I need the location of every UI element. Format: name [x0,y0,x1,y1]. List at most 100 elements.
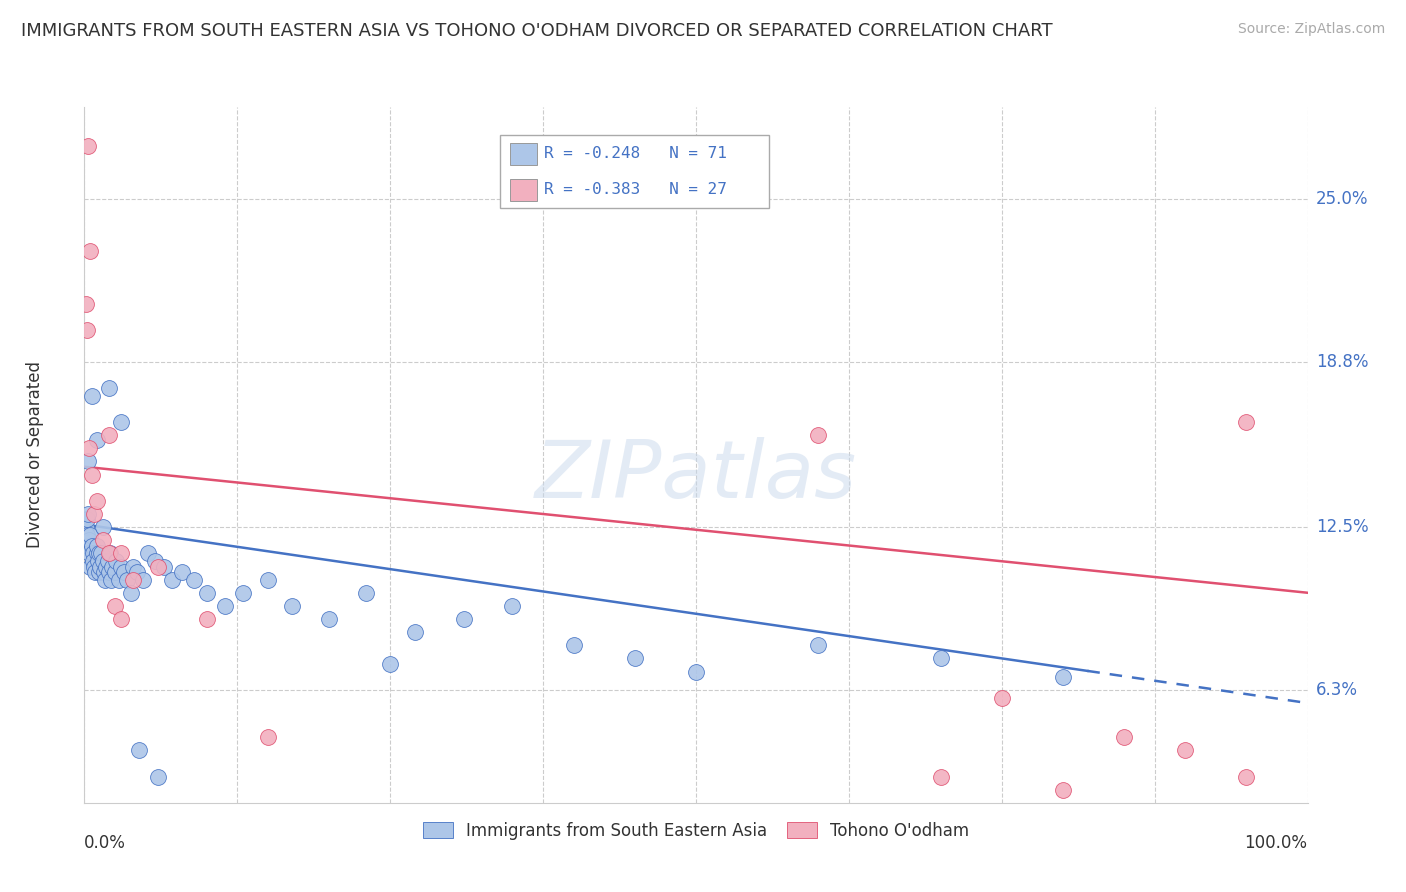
Point [79,528,101,542]
Point [929,770,952,784]
Point [991,690,1014,705]
Point [76,512,98,526]
Point [77,539,100,553]
Point [122,573,145,587]
Text: 12.5%: 12.5% [1316,518,1368,536]
Point [257,573,280,587]
Point [89,559,111,574]
Point [80,539,103,553]
Point [105,554,128,568]
Point [82,554,104,568]
Point [101,559,124,574]
Point [91,554,114,568]
Point [195,612,218,626]
Point [146,770,169,784]
Point [807,428,830,442]
Point [86,539,108,553]
Point [807,638,830,652]
Point [562,638,585,652]
Point [125,565,148,579]
Point [87,546,110,560]
Point [83,507,105,521]
FancyBboxPatch shape [501,135,769,208]
Point [87,554,110,568]
Point [77,442,100,456]
Point [183,573,205,587]
Point [146,559,169,574]
Point [122,559,145,574]
Point [1174,743,1197,757]
Point [77,507,100,521]
Point [94,573,117,587]
Point [115,573,138,587]
Point [110,546,132,560]
Point [128,743,150,757]
Text: 6.3%: 6.3% [1316,681,1358,699]
Point [97,428,120,442]
Point [624,651,647,665]
Point [318,612,340,626]
Point [1236,415,1258,429]
Point [86,494,108,508]
Point [404,625,426,640]
Point [1236,770,1258,784]
Point [172,565,194,579]
Point [91,533,114,548]
Point [98,546,121,560]
Point [86,434,108,448]
Point [91,520,114,534]
Point [143,554,166,568]
Point [1052,670,1074,684]
Text: IMMIGRANTS FROM SOUTH EASTERN ASIA VS TOHONO O'ODHAM DIVORCED OR SEPARATED CORRE: IMMIGRANTS FROM SOUTH EASTERN ASIA VS TO… [21,22,1053,40]
Text: Source: ZipAtlas.com: Source: ZipAtlas.com [1237,22,1385,37]
Point [77,139,100,153]
Point [76,323,98,337]
FancyBboxPatch shape [510,178,537,201]
Point [84,565,107,579]
Point [110,612,132,626]
Point [104,599,127,613]
Point [97,565,120,579]
Point [107,573,129,587]
Text: ZIPatlas: ZIPatlas [534,437,858,515]
Point [929,651,952,665]
Point [97,554,120,568]
Point [75,297,97,311]
Point [112,565,135,579]
Point [100,573,122,587]
Text: 0.0%: 0.0% [84,834,127,852]
Legend: Immigrants from South Eastern Asia, Tohono O'odham: Immigrants from South Eastern Asia, Toho… [416,815,976,847]
Point [120,586,142,600]
Point [136,546,159,560]
Text: R = -0.248   N = 71: R = -0.248 N = 71 [544,146,727,161]
Point [75,520,97,534]
Point [77,454,100,468]
Text: 18.8%: 18.8% [1316,352,1368,371]
Point [685,665,707,679]
Point [110,415,132,429]
Point [1114,730,1136,744]
Point [214,599,236,613]
Point [132,573,155,587]
Point [96,559,118,574]
Point [80,389,103,403]
Point [97,381,120,395]
Point [502,599,524,613]
Point [162,573,184,587]
Point [77,533,100,548]
Point [97,546,120,560]
Point [354,586,377,600]
Point [87,565,110,579]
Point [79,244,101,259]
Point [82,546,104,560]
Point [281,599,304,613]
Point [257,730,280,744]
Point [562,139,585,153]
Point [1052,782,1074,797]
Text: 100.0%: 100.0% [1244,834,1308,852]
Point [93,565,115,579]
Point [86,546,108,560]
Point [153,559,176,574]
Point [195,586,218,600]
Text: R = -0.383   N = 27: R = -0.383 N = 27 [544,182,727,197]
